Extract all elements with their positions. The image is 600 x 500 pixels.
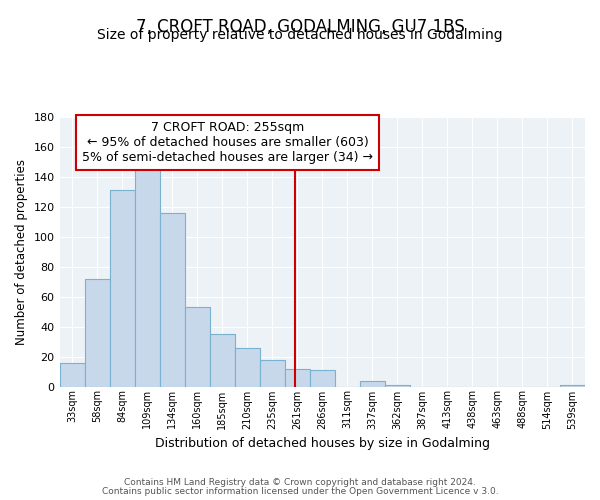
Text: Contains HM Land Registry data © Crown copyright and database right 2024.: Contains HM Land Registry data © Crown c… xyxy=(124,478,476,487)
Bar xyxy=(385,385,410,386)
Bar xyxy=(560,385,585,386)
Bar xyxy=(209,334,235,386)
Bar xyxy=(260,360,285,386)
Bar xyxy=(85,278,110,386)
Bar xyxy=(310,370,335,386)
Bar xyxy=(235,348,260,387)
Bar xyxy=(110,190,134,386)
Text: 7, CROFT ROAD, GODALMING, GU7 1BS: 7, CROFT ROAD, GODALMING, GU7 1BS xyxy=(136,18,464,36)
Text: Size of property relative to detached houses in Godalming: Size of property relative to detached ho… xyxy=(97,28,503,42)
Text: Contains public sector information licensed under the Open Government Licence v : Contains public sector information licen… xyxy=(101,487,499,496)
Bar xyxy=(160,212,185,386)
Bar xyxy=(59,362,85,386)
X-axis label: Distribution of detached houses by size in Godalming: Distribution of detached houses by size … xyxy=(155,437,490,450)
Bar xyxy=(285,368,310,386)
Y-axis label: Number of detached properties: Number of detached properties xyxy=(15,158,28,344)
Text: 7 CROFT ROAD: 255sqm
← 95% of detached houses are smaller (603)
5% of semi-detac: 7 CROFT ROAD: 255sqm ← 95% of detached h… xyxy=(82,121,373,164)
Bar xyxy=(134,166,160,386)
Bar xyxy=(360,380,385,386)
Bar xyxy=(185,307,209,386)
